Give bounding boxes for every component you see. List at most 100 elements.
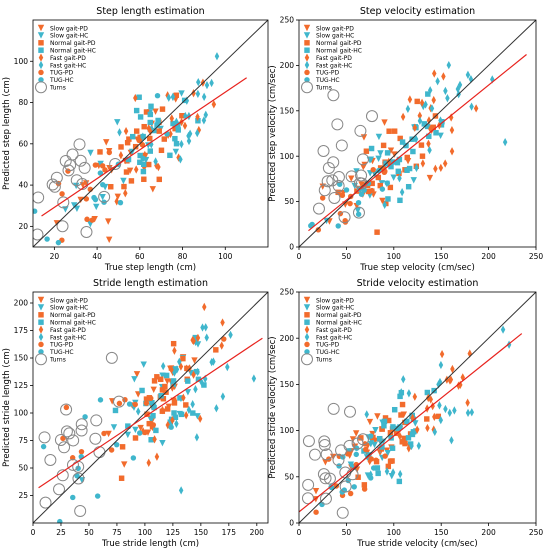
data-point-fast-gait-pd [426, 393, 431, 403]
data-point-tug-hc [44, 236, 50, 242]
data-point-tug-pd [369, 187, 375, 194]
data-point-normal-gait-hc [170, 120, 176, 127]
y-tick-label: 175 [14, 326, 29, 335]
data-point-turns [365, 110, 378, 123]
data-point-slow-gait-hc [347, 461, 355, 468]
data-point-turns [302, 435, 315, 448]
data-point-fast-gait-pd [202, 302, 207, 312]
y-tick-label: 200 [280, 61, 295, 70]
x-axis-label: True stride velocity (cm/sec) [356, 539, 477, 549]
y-tick-label: 100 [14, 409, 29, 418]
legend-label: TUG-PD [315, 342, 339, 349]
data-point-slow-gait-hc [99, 193, 106, 201]
y-tick-label: 50 [284, 472, 294, 481]
data-point-turns [357, 433, 370, 446]
data-point-turns [344, 405, 357, 418]
data-point-tug-pd [363, 446, 369, 453]
data-point-turns [74, 154, 87, 167]
data-point-normal-gait-pd [382, 415, 389, 421]
legend-label: TUG-HC [49, 77, 74, 84]
data-point-turns [98, 190, 111, 203]
axes-frame [32, 19, 269, 248]
legend-label: Normal gait-HC [50, 48, 96, 55]
data-point-turns [338, 211, 351, 224]
data-point-fast-gait-pd [170, 415, 175, 425]
data-point-fast-gait-hc [204, 333, 209, 342]
data-point-slow-gait-pd [105, 218, 112, 225]
data-point-fast-gait-hc [405, 104, 411, 114]
legend-label: Turns [315, 85, 332, 92]
data-point-normal-gait-pd [143, 396, 150, 402]
data-point-tug-pd [136, 137, 143, 144]
identity-line [33, 20, 268, 247]
data-point-normal-gait-pd [160, 396, 167, 402]
data-point-fast-gait-pd [170, 383, 175, 392]
data-point-slow-gait-pd [121, 461, 128, 468]
data-point-fast-gait-pd [169, 114, 175, 123]
data-point-fast-gait-hc [202, 374, 208, 384]
data-point-fast-gait-hc [160, 361, 166, 371]
data-point-normal-gait-hc [389, 159, 396, 165]
data-point-tug-hc [74, 473, 80, 479]
data-point-slow-gait-pd [191, 357, 198, 364]
data-point-normal-gait-pd [424, 416, 430, 422]
data-point-turns [67, 434, 80, 447]
data-point-normal-gait-hc [195, 376, 202, 383]
data-point-normal-gait-hc [167, 152, 173, 159]
identity-line [299, 292, 536, 523]
data-point-normal-gait-hc [195, 118, 201, 124]
data-point-normal-gait-pd [414, 98, 420, 105]
data-point-fast-gait-pd [448, 375, 454, 384]
data-point-slow-gait-hc [184, 389, 192, 396]
data-point-slow-gait-pd [349, 436, 357, 443]
data-point-normal-gait-hc [136, 94, 142, 100]
data-point-fast-gait-hc [443, 86, 448, 96]
data-point-normal-gait-pd [391, 128, 398, 134]
legend-label: Normal gait-HC [316, 48, 362, 55]
data-point-slow-gait-pd [381, 119, 388, 126]
data-point-tug-hc [339, 489, 345, 495]
data-point-tug-pd [221, 336, 227, 342]
data-point-slow-gait-pd [352, 430, 360, 437]
data-point-normal-gait-hc [426, 133, 432, 140]
data-point-turns [56, 220, 69, 233]
x-tick-label: 60 [135, 252, 145, 261]
data-point-slow-gait-hc [384, 450, 392, 457]
data-point-fast-gait-hc [432, 427, 438, 437]
data-point-slow-gait-hc [73, 205, 81, 213]
legend-marker-tug-hc [304, 77, 310, 83]
data-point-fast-gait-hc [214, 404, 219, 413]
data-point-slow-gait-pd [133, 371, 141, 378]
data-point-fast-gait-pd [425, 423, 430, 433]
data-point-normal-gait-hc [147, 148, 153, 154]
data-point-turns [339, 480, 352, 493]
data-point-normal-gait-hc [170, 378, 177, 384]
data-point-fast-gait-hc [178, 155, 183, 164]
data-point-normal-gait-hc [406, 165, 413, 172]
data-point-fast-gait-pd [431, 95, 436, 105]
data-point-normal-gait-pd [162, 383, 168, 390]
data-point-tug-hc [82, 414, 88, 420]
data-point-fast-gait-pd [428, 124, 433, 134]
x-tick-label: 50 [84, 528, 94, 537]
x-tick-label: 250 [529, 252, 544, 261]
data-point-normal-gait-pd [385, 417, 392, 424]
data-point-turns [78, 161, 91, 174]
data-point-slow-gait-pd [379, 197, 386, 205]
data-point-fast-gait-hc [186, 405, 192, 415]
data-point-turns [345, 170, 358, 183]
data-point-fast-gait-pd [118, 151, 124, 160]
data-point-slow-gait-pd [312, 487, 320, 495]
data-point-fast-gait-hc [153, 157, 158, 166]
data-point-normal-gait-hc [148, 437, 154, 443]
data-point-fast-gait-hc [203, 110, 209, 119]
data-point-normal-gait-pd [132, 143, 139, 150]
data-point-tug-pd [101, 430, 107, 437]
data-point-turns [46, 178, 59, 191]
regression-line [41, 77, 247, 217]
data-point-turns [74, 505, 87, 518]
data-point-tug-pd [361, 486, 368, 492]
data-point-normal-gait-pd [430, 124, 436, 131]
